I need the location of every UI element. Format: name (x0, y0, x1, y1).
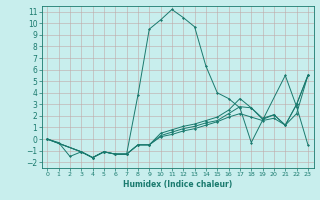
X-axis label: Humidex (Indice chaleur): Humidex (Indice chaleur) (123, 180, 232, 189)
